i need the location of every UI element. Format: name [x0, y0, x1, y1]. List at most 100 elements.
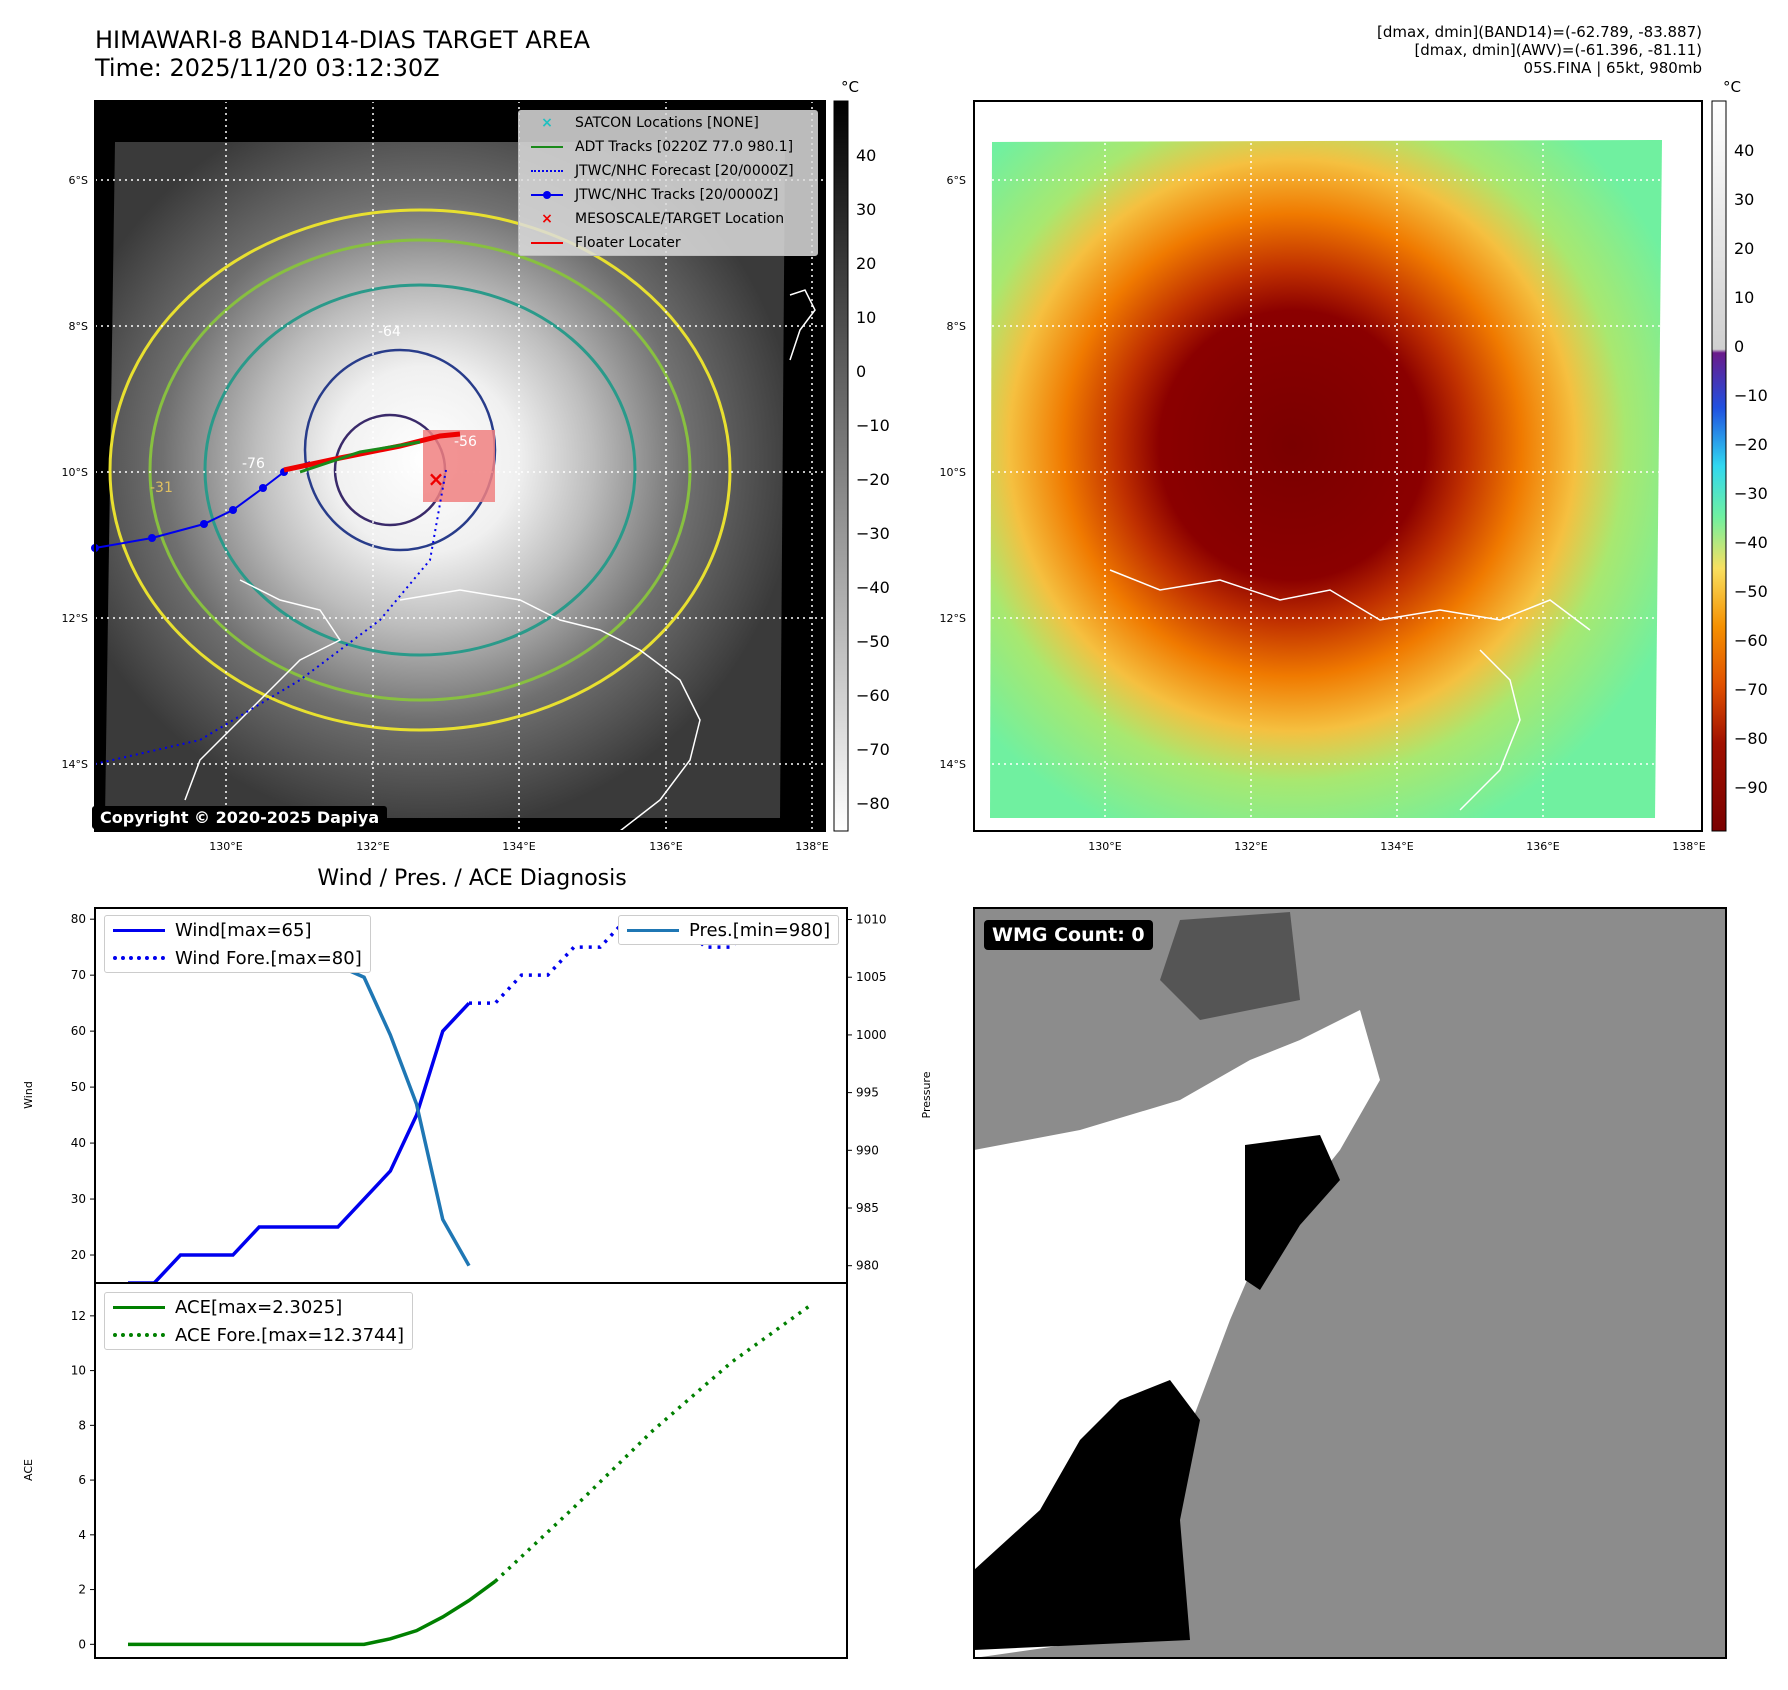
ytick-label: 1000 — [856, 1028, 887, 1042]
ytick-label: 20 — [71, 1248, 86, 1262]
contour-label-76: -76 — [242, 456, 265, 472]
ytick-label: 4 — [78, 1528, 86, 1542]
legend-item-pressure: Pres.[min=980] — [619, 916, 838, 944]
red-x-icon: × — [541, 211, 553, 227]
wind-legend: Wind[max=65] Wind Fore.[max=80] — [104, 915, 371, 973]
legend-label: Pres.[min=980] — [689, 919, 831, 941]
ytick-label: 8 — [78, 1418, 86, 1432]
ytick-label: 80 — [71, 912, 86, 926]
ytick-label: 6 — [78, 1473, 86, 1487]
ytick-label: 10 — [71, 1364, 86, 1378]
dotted-line-icon — [113, 956, 165, 960]
legend-item-wind-forecast: Wind Fore.[max=80] — [105, 944, 370, 972]
legend-label: Wind[max=65] — [175, 919, 312, 941]
colorbar-awv: °C 40 30 20 10 0 −10 −20 −30 −40 −50 −60… — [1711, 78, 1768, 832]
lat-label: 12°S — [940, 612, 966, 625]
ir-map-axis-labels: 6°S 8°S 10°S 12°S 14°S 130°E 132°E 134°E… — [62, 174, 829, 853]
cb2-tick: −50 — [1734, 582, 1768, 601]
ace-yticks: 0 2 4 6 8 10 12 — [71, 1309, 95, 1651]
ytick-label: 1010 — [856, 913, 887, 927]
cb1-tick: −80 — [856, 794, 890, 813]
lon-label: 138°E — [1672, 840, 1705, 853]
target-marker: × — [428, 467, 445, 491]
awv-coastline-east — [1459, 649, 1521, 811]
awv-imagery — [990, 140, 1662, 818]
wmg-count-badge: WMG Count: 0 — [984, 920, 1153, 950]
legend-label: JTWC/NHC Forecast [20/0000Z] — [575, 163, 794, 179]
ytick-label: 40 — [71, 1136, 86, 1150]
colorbar-ir: °C 40 30 20 10 0 −10 −20 −30 −40 −50 −60… — [833, 78, 890, 832]
contour-lightgreen — [148, 238, 692, 702]
awv-coastline — [1109, 569, 1591, 631]
wmg-dark-region — [1160, 912, 1300, 1020]
ytick-label: 985 — [856, 1201, 879, 1215]
contour-teal — [203, 283, 637, 657]
cb2-tick: −70 — [1734, 680, 1768, 699]
cb1-tick: −60 — [856, 686, 890, 705]
lon-label: 130°E — [1088, 840, 1121, 853]
cb2-tick: −90 — [1734, 778, 1768, 797]
cb2-tick: −10 — [1734, 386, 1768, 405]
wmg-border — [973, 907, 1727, 1659]
lon-label: 136°E — [649, 840, 682, 853]
lat-label: 6°S — [947, 174, 966, 187]
lat-label: 12°S — [62, 612, 88, 625]
ytick-label: 2 — [78, 1583, 86, 1597]
lon-label: 134°E — [1380, 840, 1413, 853]
awv-map-border — [973, 100, 1703, 832]
target-box — [423, 430, 495, 502]
adt-track — [299, 440, 421, 474]
colorbar-ir-ticks: 40 30 20 10 0 −10 −20 −30 −40 −50 −60 −7… — [856, 146, 890, 813]
colorbar-ir-gradient — [833, 100, 849, 832]
cb2-tick: −30 — [1734, 484, 1768, 503]
legend-label: ACE Fore.[max=12.3744] — [175, 1324, 404, 1346]
cb1-tick: 20 — [856, 254, 876, 273]
cb1-tick: −20 — [856, 470, 890, 489]
lon-label: 130°E — [209, 840, 242, 853]
wind-yticks: 20 30 40 50 60 70 80 — [71, 912, 95, 1262]
legend-label: SATCON Locations [NONE] — [575, 115, 759, 131]
map-legend: × SATCON Locations [NONE] ADT Tracks [02… — [518, 110, 818, 256]
cb2-tick: −40 — [1734, 533, 1768, 552]
cb2-tick: 10 — [1734, 288, 1754, 307]
awv-map-grid — [974, 101, 1702, 831]
legend-item-ace-forecast: ACE Fore.[max=12.3744] — [105, 1321, 412, 1349]
green-line-icon — [527, 146, 567, 148]
legend-label: Wind Fore.[max=80] — [175, 947, 362, 969]
wmg-panel — [973, 907, 1727, 1659]
ace-series — [128, 1304, 812, 1647]
colorbar-awv-ticks: 40 30 20 10 0 −10 −20 −30 −40 −50 −60 −7… — [1734, 141, 1768, 797]
ytick-label: 70 — [71, 968, 86, 982]
solid-line-icon — [113, 928, 165, 932]
cb2-tick: −60 — [1734, 631, 1768, 650]
ace-legend: ACE[max=2.3025] ACE Fore.[max=12.3744] — [104, 1292, 413, 1350]
wind-ylabel: Wind — [22, 1081, 35, 1109]
cb1-tick: −70 — [856, 740, 890, 759]
cb2-tick: 0 — [1734, 337, 1744, 356]
contour-yellow — [108, 208, 732, 732]
ytick-label: 12 — [71, 1309, 86, 1323]
ytick-label: 60 — [71, 1024, 86, 1038]
cb2-tick: −20 — [1734, 435, 1768, 454]
lat-label: 14°S — [940, 758, 966, 771]
lat-label: 8°S — [947, 320, 966, 333]
legend-label: ADT Tracks [0220Z 77.0 980.1] — [575, 139, 794, 155]
legend-item-floater: Floater Locater — [519, 231, 817, 255]
lat-label: 14°S — [62, 758, 88, 771]
series-line-0 — [128, 1001, 471, 1285]
cb2-tick: 20 — [1734, 239, 1754, 258]
diagnosis-title: Wind / Pres. / ACE Diagnosis — [317, 866, 626, 891]
legend-item-adt: ADT Tracks [0220Z 77.0 980.1] — [519, 135, 817, 159]
ir-map-border — [94, 100, 826, 832]
cyan-x-icon: × — [541, 115, 553, 131]
header-info: [dmax, dmin](BAND14)=(-62.789, -83.887) … — [1002, 23, 1702, 77]
title-line-1: HIMAWARI-8 BAND14-DIAS TARGET AREA — [95, 26, 591, 54]
coastline-ne — [789, 289, 816, 361]
colorbar-ir-unit: °C — [841, 78, 859, 96]
cb1-tick: 30 — [856, 200, 876, 219]
ytick-label: 995 — [856, 1086, 879, 1100]
legend-item-satcon: × SATCON Locations [NONE] — [519, 111, 817, 135]
legend-item-ace: ACE[max=2.3025] — [105, 1293, 412, 1321]
ytick-label: 980 — [856, 1259, 879, 1273]
contour-label-56: -56 — [454, 434, 477, 450]
